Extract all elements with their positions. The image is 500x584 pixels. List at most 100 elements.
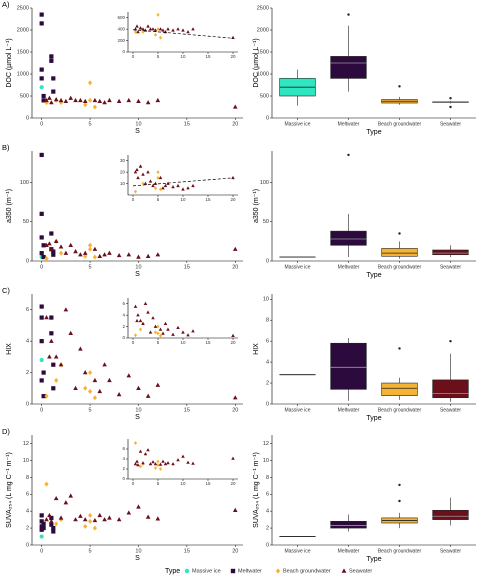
y-axis-label: SUVA₂₅₄ (L mg C⁻¹ m⁻¹) bbox=[6, 452, 13, 528]
x-tick-label: 20 bbox=[232, 121, 238, 127]
outlier bbox=[398, 484, 400, 486]
point bbox=[141, 461, 145, 464]
point bbox=[83, 251, 88, 255]
point bbox=[136, 386, 141, 390]
point bbox=[141, 173, 145, 176]
point bbox=[146, 170, 150, 173]
point bbox=[135, 460, 139, 463]
x-tick-label: Beach groundwater bbox=[378, 121, 422, 127]
point bbox=[49, 59, 53, 63]
point bbox=[68, 493, 73, 497]
y-tick-label: 0 bbox=[122, 476, 125, 481]
point bbox=[78, 252, 83, 256]
point bbox=[93, 98, 98, 102]
y-axis-label: SUVA₂₅₄ (L mg C⁻¹ m⁻¹) bbox=[253, 452, 260, 528]
point bbox=[40, 85, 44, 89]
point bbox=[231, 176, 235, 179]
box bbox=[331, 56, 367, 78]
point bbox=[40, 358, 44, 362]
y-tick-label: 2 bbox=[266, 381, 269, 387]
point bbox=[49, 315, 53, 319]
point bbox=[134, 30, 137, 34]
point bbox=[233, 508, 238, 512]
panel-label: C) bbox=[2, 286, 10, 295]
point bbox=[233, 247, 238, 251]
x-tick-label: 20 bbox=[230, 481, 236, 486]
point bbox=[166, 328, 170, 331]
x-tick-label: 10 bbox=[135, 264, 141, 270]
x-tick-label: 15 bbox=[184, 121, 190, 127]
y-tick-label: 4 bbox=[122, 456, 125, 461]
x-tick-label: 15 bbox=[184, 407, 190, 413]
point bbox=[136, 99, 141, 103]
point bbox=[126, 252, 131, 256]
point bbox=[97, 99, 102, 103]
point bbox=[136, 176, 140, 179]
point bbox=[93, 518, 98, 522]
point bbox=[54, 354, 59, 358]
point bbox=[117, 99, 122, 103]
y-tick-label: 100 bbox=[260, 180, 269, 186]
y-tick-label: 1000 bbox=[257, 71, 269, 77]
point bbox=[107, 251, 112, 255]
point bbox=[233, 104, 238, 108]
point bbox=[154, 466, 157, 470]
point bbox=[73, 249, 78, 253]
point bbox=[156, 176, 159, 180]
x-tick-label: 5 bbox=[89, 548, 92, 554]
point bbox=[126, 98, 131, 102]
x-tick-label: Beach groundwater bbox=[378, 548, 422, 554]
y-tick-label: 2 bbox=[266, 526, 269, 532]
y-tick-label: 0 bbox=[122, 49, 125, 54]
point bbox=[42, 370, 46, 374]
point bbox=[44, 482, 48, 487]
point bbox=[44, 517, 49, 521]
point bbox=[231, 457, 235, 460]
point bbox=[49, 54, 53, 58]
legend-title: Type bbox=[165, 568, 180, 575]
y-axis-label: HIX bbox=[253, 343, 260, 355]
point bbox=[135, 319, 139, 322]
outlier bbox=[347, 154, 349, 156]
point bbox=[88, 513, 92, 518]
legend-label: Meltwater bbox=[238, 568, 262, 574]
legend-marker bbox=[276, 568, 280, 573]
x-tick-label: 10 bbox=[180, 481, 186, 486]
x-tick-label: 0 bbox=[132, 340, 135, 345]
point bbox=[40, 534, 44, 538]
x-tick-label: 5 bbox=[157, 481, 160, 486]
y-tick-label: 100 bbox=[20, 180, 29, 186]
x-tick-label: 15 bbox=[205, 340, 211, 345]
x-tick-label: 5 bbox=[157, 54, 160, 59]
y-tick-label: 0 bbox=[26, 401, 29, 407]
y-tick-label: 10 bbox=[263, 297, 269, 303]
y-tick-label: 10 bbox=[120, 181, 126, 186]
legend-marker bbox=[231, 569, 235, 573]
x-tick-label: 10 bbox=[135, 121, 141, 127]
y-tick-label: 1000 bbox=[17, 71, 29, 77]
point bbox=[156, 383, 161, 387]
point bbox=[136, 313, 140, 316]
point bbox=[88, 80, 92, 85]
point bbox=[68, 243, 73, 247]
box bbox=[382, 248, 418, 256]
y-tick-label: 6 bbox=[26, 492, 29, 498]
y-tick-label: 0 bbox=[266, 542, 269, 548]
point bbox=[117, 253, 122, 257]
point bbox=[161, 332, 165, 335]
point bbox=[49, 339, 54, 343]
point bbox=[47, 96, 52, 100]
x-tick-label: 20 bbox=[232, 548, 238, 554]
point bbox=[186, 333, 190, 336]
point bbox=[102, 517, 107, 521]
x-tick-label: Seawater bbox=[440, 121, 461, 127]
point bbox=[139, 328, 142, 332]
point bbox=[47, 241, 52, 245]
x-tick-label: 10 bbox=[180, 197, 186, 202]
x-tick-label: 10 bbox=[135, 548, 141, 554]
y-tick-label: 10 bbox=[23, 458, 29, 464]
x-tick-label: 15 bbox=[184, 548, 190, 554]
outlier bbox=[449, 340, 451, 342]
legend-marker bbox=[342, 568, 347, 572]
x-tick-label: Massive ice bbox=[284, 548, 310, 554]
